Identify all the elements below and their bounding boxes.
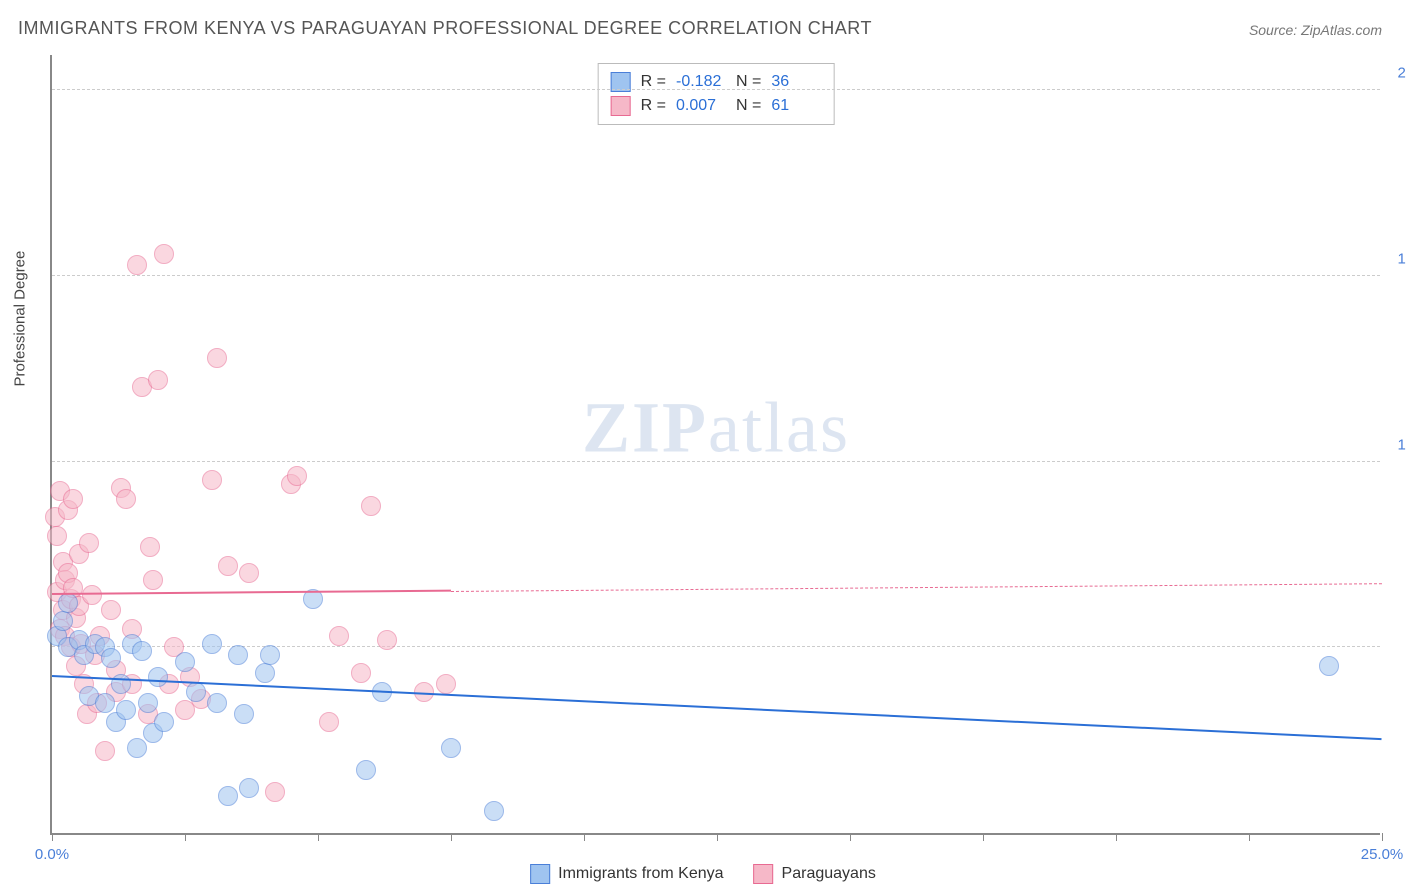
data-point <box>356 760 376 780</box>
data-point <box>234 704 254 724</box>
grid-line <box>52 461 1380 462</box>
legend-label: Immigrants from Kenya <box>558 865 723 883</box>
stat-row: R = -0.182 N = 36 <box>611 70 822 94</box>
data-point <box>127 255 147 275</box>
y-tick-label: 10.0% <box>1385 436 1406 453</box>
n-value: 61 <box>771 94 821 118</box>
watermark-atlas: atlas <box>708 388 850 468</box>
data-point <box>319 712 339 732</box>
y-tick-label: 15.0% <box>1385 250 1406 267</box>
data-point <box>255 663 275 683</box>
data-point <box>140 537 160 557</box>
x-tick <box>717 833 718 841</box>
data-point <box>116 489 136 509</box>
x-tick-label: 25.0% <box>1361 846 1404 863</box>
legend-item: Paraguayans <box>754 864 876 884</box>
series-legend: Immigrants from Kenya Paraguayans <box>530 864 876 884</box>
x-tick <box>451 833 452 841</box>
r-label: R = <box>641 94 666 118</box>
data-point <box>175 652 195 672</box>
data-point <box>95 741 115 761</box>
data-point <box>260 645 280 665</box>
data-point <box>101 648 121 668</box>
data-point <box>127 738 147 758</box>
trend-line <box>52 590 451 595</box>
plot-area: ZIPatlas R =-0.182N =36R =0.007N =61 5.0… <box>50 55 1380 835</box>
data-point <box>329 626 349 646</box>
r-value: 0.007 <box>676 94 726 118</box>
legend-label: Paraguayans <box>782 865 876 883</box>
legend-swatch <box>530 864 550 884</box>
data-point <box>95 693 115 713</box>
legend-swatch <box>611 96 631 116</box>
data-point <box>265 782 285 802</box>
grid-line <box>52 646 1380 647</box>
data-point <box>82 585 102 605</box>
data-point <box>186 682 206 702</box>
data-point <box>116 700 136 720</box>
data-point <box>132 641 152 661</box>
n-label: N = <box>736 70 761 94</box>
data-point <box>154 712 174 732</box>
watermark: ZIPatlas <box>582 387 850 470</box>
x-tick <box>52 833 53 841</box>
x-tick <box>1249 833 1250 841</box>
data-point <box>154 244 174 264</box>
data-point <box>47 526 67 546</box>
data-point <box>287 466 307 486</box>
x-tick <box>185 833 186 841</box>
data-point <box>148 370 168 390</box>
data-point <box>228 645 248 665</box>
data-point <box>101 600 121 620</box>
data-point <box>207 348 227 368</box>
x-tick <box>1116 833 1117 841</box>
y-axis-label: Professional Degree <box>12 251 29 387</box>
data-point <box>138 693 158 713</box>
y-tick-label: 20.0% <box>1385 65 1406 82</box>
data-point <box>218 556 238 576</box>
data-point <box>377 630 397 650</box>
data-point <box>79 533 99 553</box>
data-point <box>484 801 504 821</box>
grid-line <box>52 89 1380 90</box>
legend-item: Immigrants from Kenya <box>530 864 723 884</box>
chart-title: IMMIGRANTS FROM KENYA VS PARAGUAYAN PROF… <box>18 18 872 39</box>
data-point <box>148 667 168 687</box>
data-point <box>58 593 78 613</box>
grid-line <box>52 275 1380 276</box>
x-tick <box>983 833 984 841</box>
source-attribution: Source: ZipAtlas.com <box>1249 22 1382 38</box>
x-tick <box>584 833 585 841</box>
r-label: R = <box>641 70 666 94</box>
x-tick <box>318 833 319 841</box>
data-point <box>441 738 461 758</box>
data-point <box>361 496 381 516</box>
data-point <box>207 693 227 713</box>
data-point <box>218 786 238 806</box>
data-point <box>53 611 73 631</box>
data-point <box>351 663 371 683</box>
n-label: N = <box>736 94 761 118</box>
r-value: -0.182 <box>676 70 726 94</box>
legend-swatch <box>754 864 774 884</box>
watermark-zip: ZIP <box>582 388 708 468</box>
x-tick <box>850 833 851 841</box>
data-point <box>436 674 456 694</box>
trend-line <box>451 583 1382 592</box>
stat-row: R = 0.007 N = 61 <box>611 94 822 118</box>
x-tick-label: 0.0% <box>35 846 69 863</box>
data-point <box>143 570 163 590</box>
data-point <box>239 563 259 583</box>
data-point <box>239 778 259 798</box>
data-point <box>1319 656 1339 676</box>
x-tick <box>1382 833 1383 841</box>
y-tick-label: 5.0% <box>1385 622 1406 639</box>
data-point <box>202 470 222 490</box>
correlation-legend: R = -0.182 N = 36 R = 0.007 N = 61 <box>598 63 835 125</box>
data-point <box>63 489 83 509</box>
n-value: 36 <box>771 70 821 94</box>
data-point <box>202 634 222 654</box>
